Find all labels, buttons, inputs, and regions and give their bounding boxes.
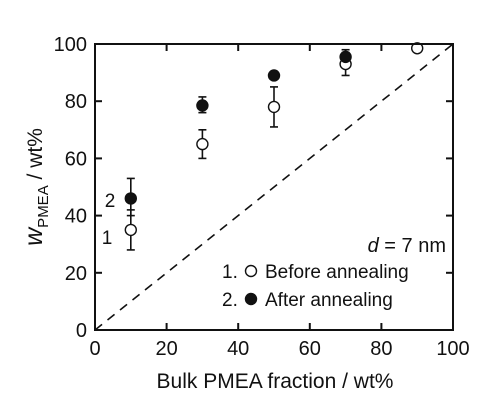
x-tick-label: 100 bbox=[436, 338, 469, 360]
y-tick-label: 0 bbox=[76, 320, 87, 342]
legend-filled-circle-marker bbox=[244, 292, 258, 306]
reference-diagonal-line bbox=[94, 43, 454, 331]
legend-label-after-annealing: After annealing bbox=[265, 290, 393, 311]
point-after-annealing bbox=[124, 192, 138, 205]
y-tick-label: 80 bbox=[65, 91, 87, 113]
point-after-annealing bbox=[196, 99, 209, 112]
x-tick-label: 20 bbox=[155, 338, 177, 360]
annotation-thickness-symbol: d bbox=[368, 235, 380, 257]
legend-number-2: 2. bbox=[222, 290, 238, 311]
point-before-annealing bbox=[124, 223, 138, 237]
y-tick-label: 100 bbox=[54, 34, 87, 56]
axis-ticks bbox=[94, 43, 454, 331]
y-tick-label: 20 bbox=[65, 263, 87, 285]
series-label-1: 1 bbox=[102, 228, 113, 249]
point-before-annealing bbox=[267, 100, 281, 114]
y-axis-label-subscript: PMEA bbox=[35, 185, 52, 228]
y-tick-label: 60 bbox=[65, 148, 87, 170]
legend-label-before-annealing: Before annealing bbox=[265, 262, 409, 283]
legend-number-1: 1. bbox=[222, 262, 238, 283]
plot-frame bbox=[94, 43, 454, 331]
point-after-annealing bbox=[339, 50, 352, 64]
legend-open-circle-marker bbox=[244, 264, 258, 278]
x-tick-label: 0 bbox=[89, 338, 100, 360]
tick-labels: 0 20 40 60 80 100 0 20 40 60 80 100 bbox=[54, 34, 470, 360]
point-before-annealing bbox=[411, 42, 424, 55]
x-axis-label: Bulk PMEA fraction / wt% bbox=[157, 370, 394, 393]
y-axis-label: wPMEA / wt% bbox=[20, 128, 52, 246]
y-tick-label: 40 bbox=[65, 206, 87, 228]
legend-item-before-annealing: 1. Before annealing bbox=[222, 262, 409, 283]
y-axis-label-main: w bbox=[20, 226, 48, 246]
series-label-2: 2 bbox=[105, 191, 116, 212]
x-tick-label: 80 bbox=[370, 338, 392, 360]
point-after-annealing bbox=[267, 69, 281, 82]
legend: 1. Before annealing 2. After annealing bbox=[222, 262, 409, 311]
x-tick-label: 40 bbox=[227, 338, 249, 360]
x-tick-label: 60 bbox=[299, 338, 321, 360]
annotation-thickness-value: = 7 nm bbox=[379, 235, 446, 257]
data-points bbox=[124, 42, 424, 237]
point-before-annealing bbox=[196, 137, 209, 151]
legend-item-after-annealing: 2. After annealing bbox=[222, 290, 393, 311]
y-axis-label-unit: / wt% bbox=[24, 128, 47, 185]
annotation-thickness: d = 7 nm bbox=[368, 235, 446, 257]
chart-plot-area bbox=[94, 42, 454, 331]
